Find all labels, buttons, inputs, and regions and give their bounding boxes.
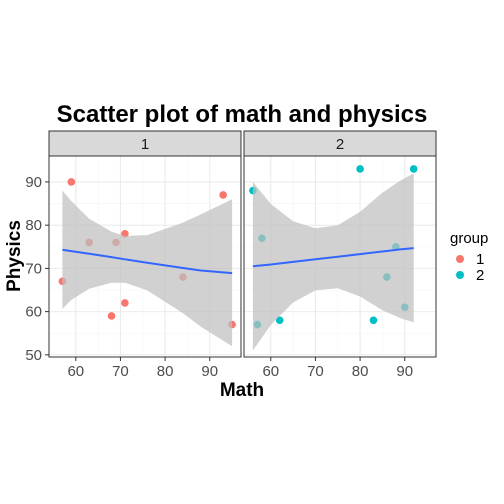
data-point: [356, 165, 364, 173]
y-tick-label: 60: [25, 304, 42, 321]
x-tick-label: 80: [352, 363, 369, 380]
facet-panel-2: 2 60 70 80 90: [243, 130, 437, 380]
x-tick-label: 90: [201, 363, 218, 380]
y-tick-label: 80: [25, 217, 42, 234]
x-tick-label: 80: [157, 363, 174, 380]
x-tick-label: 60: [262, 363, 279, 380]
data-point: [107, 312, 116, 320]
y-tick-label: 70: [25, 260, 42, 277]
y-axis-label: Physics: [4, 220, 25, 292]
confidence-band: [62, 190, 233, 347]
facet-panels: 1 60 70 80 90 50 60 70 80 90 2 60 70 80 90: [25, 130, 437, 380]
facet-strip: [243, 130, 437, 157]
x-tick-label: 60: [67, 363, 84, 380]
data-point: [275, 316, 284, 325]
data-point: [409, 165, 418, 173]
legend-title: group: [450, 230, 488, 247]
facet-strip-label: 2: [336, 136, 344, 153]
facet-strip: [48, 130, 242, 157]
data-point: [219, 191, 227, 199]
legend-label-1: 1: [476, 251, 484, 268]
data-point: [67, 178, 76, 186]
facet-panel-1: 1 60 70 80 90 50 60 70 80 90: [25, 130, 242, 380]
confidence-band: [252, 173, 414, 351]
y-tick-label: 50: [25, 347, 42, 364]
data-point: [369, 316, 378, 325]
x-tick-label: 90: [396, 363, 413, 380]
x-tick-label: 70: [112, 363, 129, 380]
facet-strip-label: 1: [141, 136, 149, 153]
legend-label-2: 2: [476, 267, 484, 284]
legend-key-2: [456, 271, 464, 279]
x-axis-label: Math: [220, 380, 264, 401]
data-point: [121, 299, 129, 307]
y-tick-label: 90: [25, 174, 42, 191]
panel-border: [243, 155, 437, 358]
chart-title: Scatter plot of math and physics: [57, 101, 428, 128]
legend: group 12: [450, 230, 488, 284]
trend-line: [252, 247, 414, 268]
panel-border: [48, 155, 242, 358]
legend-key-1: [456, 255, 464, 263]
trend-line: [62, 248, 233, 275]
x-tick-label: 70: [307, 363, 324, 380]
